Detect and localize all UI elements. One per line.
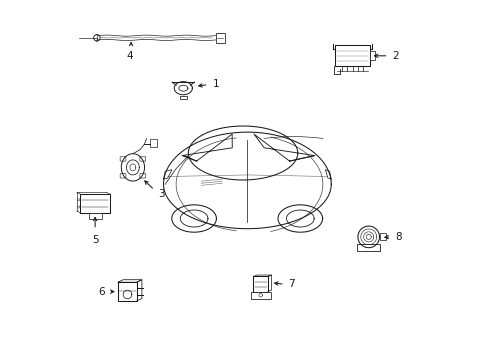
Text: 8: 8 <box>394 232 401 242</box>
Bar <box>118 282 137 301</box>
FancyBboxPatch shape <box>140 157 145 161</box>
Text: 1: 1 <box>212 79 219 89</box>
Bar <box>253 276 267 292</box>
Text: 2: 2 <box>391 51 398 61</box>
FancyBboxPatch shape <box>140 174 145 178</box>
Bar <box>215 33 224 43</box>
Bar <box>150 139 156 147</box>
Text: 6: 6 <box>98 287 104 297</box>
Text: 3: 3 <box>158 189 164 199</box>
Bar <box>80 194 110 213</box>
Bar <box>180 96 186 99</box>
Bar <box>379 233 385 240</box>
Text: 7: 7 <box>288 279 294 289</box>
Text: 5: 5 <box>92 235 98 245</box>
Bar <box>88 213 102 219</box>
Bar <box>250 292 270 299</box>
Bar <box>335 45 369 66</box>
Bar <box>356 244 380 251</box>
FancyBboxPatch shape <box>120 157 125 161</box>
Text: 4: 4 <box>126 51 133 62</box>
Bar <box>369 51 374 60</box>
FancyBboxPatch shape <box>120 174 125 178</box>
